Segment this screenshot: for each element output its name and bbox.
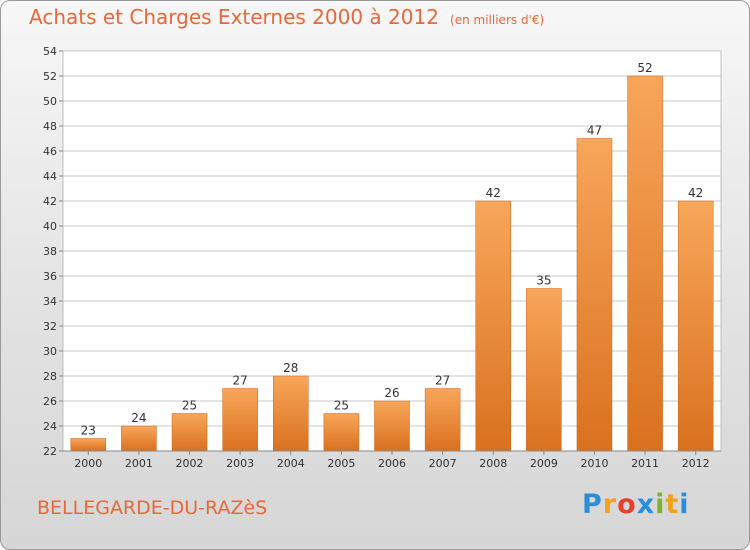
x-tick-label: 2010 — [580, 457, 608, 470]
x-tick-label: 2012 — [682, 457, 710, 470]
y-tick-label: 22 — [43, 445, 57, 458]
data-label: 42 — [688, 186, 703, 200]
commune-name: BELLEGARDE-DU-RAZèS — [37, 497, 268, 519]
data-label: 25 — [334, 399, 349, 413]
y-tick-label: 50 — [43, 95, 57, 108]
chart-title: Achats et Charges Externes 2000 à 2012 (… — [29, 5, 544, 29]
logo-letter: r — [602, 489, 618, 520]
x-tick-label: 2000 — [74, 457, 102, 470]
x-tick-label: 2005 — [327, 457, 355, 470]
data-label: 23 — [81, 424, 96, 438]
x-tick-label: 2007 — [429, 457, 457, 470]
y-tick-label: 44 — [43, 170, 57, 183]
y-tick-label: 24 — [43, 420, 57, 433]
data-label: 27 — [435, 374, 450, 388]
y-tick-label: 42 — [43, 195, 57, 208]
bar — [627, 75, 663, 452]
y-tick-label: 30 — [43, 345, 57, 358]
x-tick-label: 2001 — [125, 457, 153, 470]
y-tick-label: 54 — [43, 45, 57, 58]
x-tick-label: 2002 — [176, 457, 204, 470]
data-label: 27 — [233, 374, 248, 388]
data-label: 52 — [637, 61, 652, 75]
data-label: 35 — [536, 274, 551, 288]
bar — [222, 388, 258, 452]
data-label: 25 — [182, 399, 197, 413]
bar — [576, 138, 613, 452]
bar — [475, 200, 511, 452]
data-label: 26 — [384, 386, 399, 400]
y-axis-ticks: 22 24 26 28 30 32 34 36 38 40 42 44 46 48 50 52 54 — [43, 45, 63, 458]
bar — [374, 400, 410, 452]
logo-letter: i — [679, 489, 690, 520]
y-tick-label: 46 — [43, 145, 57, 158]
bars: 23 24 25 27 28 25 26 27 42 35 47 52 42 — [70, 61, 714, 452]
y-tick-label: 48 — [43, 120, 57, 133]
data-label: 47 — [587, 124, 602, 138]
data-label: 28 — [283, 361, 298, 375]
unit-text: (en milliers d'€) — [450, 13, 545, 27]
data-label: 42 — [486, 186, 501, 200]
data-label: 24 — [131, 411, 146, 425]
logo-letter: t — [665, 489, 680, 520]
x-axis-ticks: 2000 2001 2002 2003 2004 2005 2006 2007 2008 2009… — [74, 451, 710, 470]
bar — [677, 200, 714, 452]
bar — [171, 413, 208, 452]
bar — [323, 413, 360, 452]
logo-letter: P — [582, 489, 603, 520]
x-tick-label: 2011 — [631, 457, 659, 470]
logo-letter: o — [617, 489, 637, 520]
x-tick-label: 2004 — [277, 457, 305, 470]
bar — [121, 425, 157, 452]
title-text: Achats et Charges Externes 2000 à 2012 — [29, 5, 439, 29]
y-tick-label: 34 — [43, 295, 57, 308]
x-tick-label: 2006 — [378, 457, 406, 470]
y-tick-label: 32 — [43, 320, 57, 333]
x-tick-label: 2003 — [226, 457, 254, 470]
y-tick-label: 52 — [43, 70, 57, 83]
y-tick-label: 38 — [43, 245, 57, 258]
y-tick-label: 36 — [43, 270, 57, 283]
y-tick-label: 40 — [43, 220, 57, 233]
x-tick-label: 2009 — [530, 457, 558, 470]
y-tick-label: 26 — [43, 395, 57, 408]
proxiti-logo: Proxiti — [582, 489, 690, 520]
y-tick-label: 28 — [43, 370, 57, 383]
logo-letter: x — [636, 489, 656, 520]
x-tick-label: 2008 — [479, 457, 507, 470]
bar — [273, 375, 309, 452]
bar — [70, 438, 107, 452]
logo-letter: i — [655, 489, 666, 520]
bar — [526, 288, 562, 452]
bar — [424, 388, 461, 452]
